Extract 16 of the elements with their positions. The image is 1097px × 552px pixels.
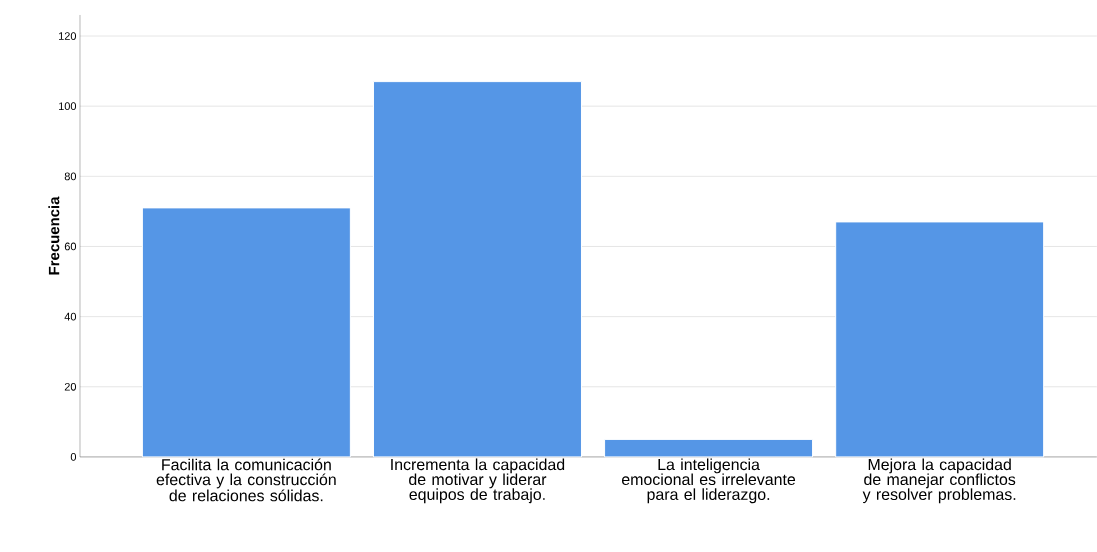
bar — [604, 438, 814, 458]
y-tick-label: 80 — [64, 172, 77, 181]
y-tick-label: 0 — [70, 453, 77, 461]
y-tick-label: 20 — [64, 382, 77, 391]
bar — [372, 81, 582, 458]
x-tick-label: Incrementa la capacidad de motivar y liderar equipos de trabajo. — [391, 458, 565, 504]
y-tick-label: 100 — [59, 102, 77, 111]
x-tick-label: La inteligencia emocional es irrelevante para el liderazgo. — [621, 458, 796, 504]
x-tick-label: Mejora la capacidad de manejar conflictos y resolver problemas. — [862, 458, 1016, 504]
bar — [141, 207, 351, 458]
y-axis-title: Frecuencia — [48, 196, 60, 275]
y-tick-label: 40 — [64, 312, 77, 321]
y-tick-label: 60 — [64, 242, 77, 251]
y-tick-label: 120 — [59, 32, 77, 40]
x-tick-label: Facilita la comunicación efectiva y la construcción de relaciones sólidas. — [156, 458, 336, 502]
bar — [835, 221, 1045, 458]
